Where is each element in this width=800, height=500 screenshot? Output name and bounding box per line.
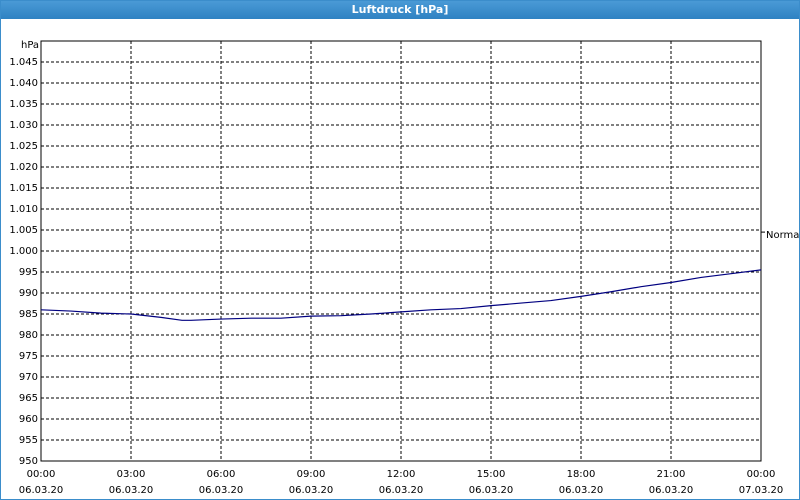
y-tick-label: 1.010 (9, 204, 38, 215)
x-tick-label: 00:00 (747, 469, 776, 480)
y-tick-label: 995 (19, 267, 38, 278)
x-tick-label: 03:00 (117, 469, 146, 480)
y-tick-label: 980 (19, 330, 38, 341)
y-tick-label: 1.040 (9, 78, 38, 89)
y-tick-label: 1.035 (9, 99, 38, 110)
x-tick-date: 06.03.20 (649, 485, 694, 496)
y-tick-label: 1.025 (9, 141, 38, 152)
y-tick-label: 1.030 (9, 120, 38, 131)
y-tick-label: 1.000 (9, 246, 38, 257)
y-tick-label: 985 (19, 309, 38, 320)
data-line (40, 269, 762, 321)
x-tick-date: 06.03.20 (199, 485, 244, 496)
y-tick-label: 1.015 (9, 183, 38, 194)
y-tick-label: 1.005 (9, 225, 38, 236)
x-tick-date: 06.03.20 (379, 485, 424, 496)
title-bar: Luftdruck [hPa] (1, 1, 799, 19)
y-tick-label: 990 (19, 288, 38, 299)
x-tick-date: 06.03.20 (559, 485, 604, 496)
x-tick-label: 12:00 (387, 469, 416, 480)
x-tick-date: 06.03.20 (289, 485, 334, 496)
y-tick-label: 970 (19, 372, 38, 383)
x-tick-label: 06:00 (207, 469, 236, 480)
y-tick-label: 1.045 (9, 57, 38, 68)
y-tick-label: 975 (19, 351, 38, 362)
x-tick-label: 15:00 (477, 469, 506, 480)
y-tick-label: 1.020 (9, 162, 38, 173)
x-tick-date: 06.03.20 (469, 485, 514, 496)
x-tick-date: 06.03.20 (19, 485, 64, 496)
x-tick-date: 06.03.20 (109, 485, 154, 496)
y-tick-label: 950 (19, 456, 38, 467)
x-tick-date: 07.03.20 (739, 485, 784, 496)
x-tick-label: 18:00 (567, 469, 596, 480)
x-tick-label: 21:00 (657, 469, 686, 480)
y-unit: hPa (21, 40, 39, 51)
reference-label: Normal (766, 230, 799, 241)
y-tick-label: 960 (19, 414, 38, 425)
y-tick-label: 965 (19, 393, 38, 404)
plot-frame (40, 40, 762, 462)
x-tick-label: 09:00 (297, 469, 326, 480)
y-tick-label: 955 (19, 435, 38, 446)
x-tick-label: 00:00 (27, 469, 56, 480)
